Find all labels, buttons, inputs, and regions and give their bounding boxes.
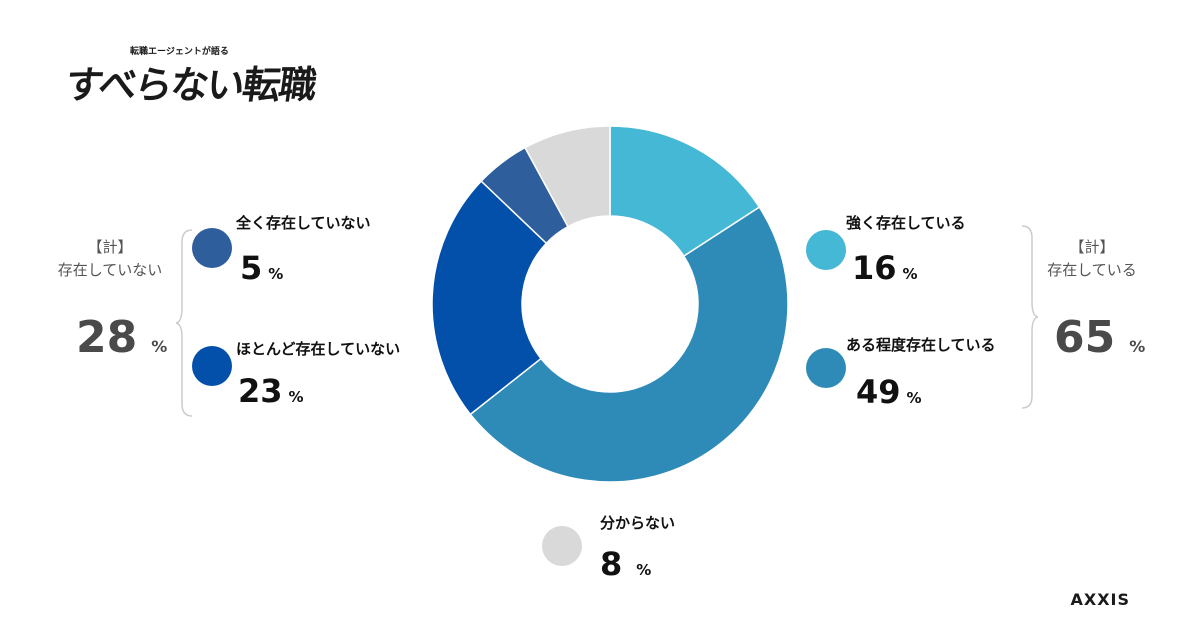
legend-figure-unknown: 8% [600,548,651,580]
donut-slice-2 [469,206,789,483]
legend-swatch-mostly-not [192,346,232,386]
legend-figure-mostly-not: 23% [238,375,304,407]
right-brace [1021,225,1038,409]
total-exist-heading: 【計】 存在している [1022,236,1162,283]
legend-unit-mostly-not: % [288,388,304,406]
legend-figure-strongly-exists: 16% [852,252,918,284]
legend-swatch-strongly-exists [806,230,846,270]
donut-chart [431,125,789,483]
legend-label-not-at-all: 全く存在していない [236,214,371,232]
legend-unit-somewhat-exists: % [906,389,922,407]
legend-swatch-unknown [542,526,582,566]
total-not-exist-label: 存在していない [57,261,163,280]
legend-value-strongly-exists: 16 [852,249,897,287]
logo-tagline: 転職エージェントが語る [130,47,229,57]
legend-label-somewhat-exists: ある程度存在している [846,336,996,354]
logo-title: すべらない転職 [62,62,319,107]
legend-unit-not-at-all: % [268,265,284,283]
total-exist-tag: 【計】 [1069,238,1115,256]
legend-value-somewhat-exists: 49 [856,373,901,411]
site-logo[interactable]: 転職エージェントが語る すべらない転職 [62,36,318,107]
total-exist-figure: 65% [1054,316,1145,360]
legend-swatch-not-at-all [192,228,232,268]
legend-value-mostly-not: 23 [238,372,283,410]
brand-logo: AXXIS [1070,590,1130,609]
legend-figure-not-at-all: 5% [240,252,283,284]
donut-slice-5 [524,125,611,228]
total-exist-label: 存在している [1047,261,1137,280]
legend-unit-unknown: % [636,561,652,579]
legend-unit-strongly-exists: % [902,265,918,283]
total-not-exist-heading: 【計】 存在していない [40,236,180,283]
legend-swatch-somewhat-exists [806,348,846,388]
left-brace [176,229,193,417]
total-exist-value: 65 [1054,312,1116,363]
donut-slice-3 [431,180,548,416]
legend-value-unknown: 8 [600,545,623,583]
legend-value-not-at-all: 5 [240,249,263,287]
total-not-exist-figure: 28% [76,316,167,360]
legend-label-strongly-exists: 強く存在している [846,214,966,232]
total-not-exist-tag: 【計】 [87,238,133,256]
total-not-exist-value: 28 [76,312,138,363]
legend-label-unknown: 分からない [600,514,676,532]
legend-figure-somewhat-exists: 49% [856,376,922,408]
legend-label-mostly-not: ほとんど存在していない [236,340,401,358]
total-exist-unit: % [1129,337,1146,356]
total-not-exist-unit: % [151,337,168,356]
